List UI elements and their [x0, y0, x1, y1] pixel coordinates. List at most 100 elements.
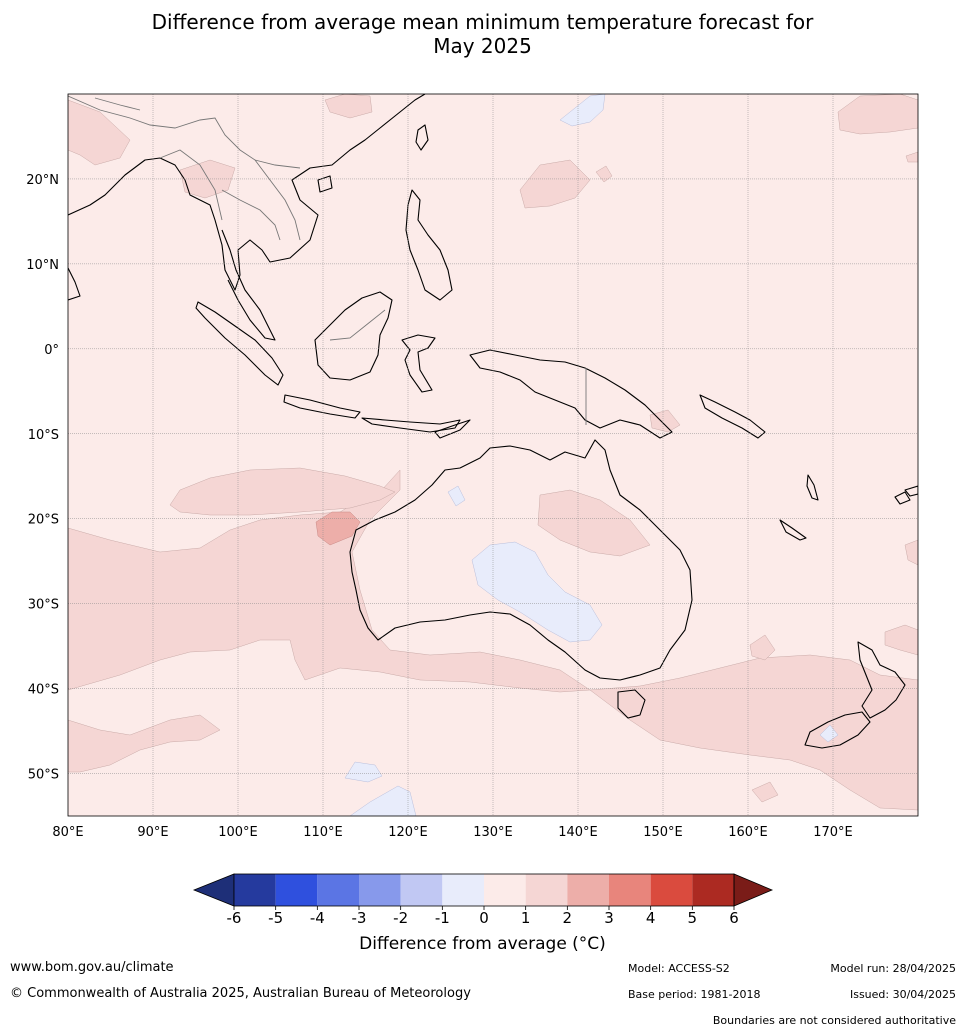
nz-coast-cool: [819, 724, 839, 743]
vanuatu-coastline: [806, 474, 819, 501]
myanmar-border: [159, 149, 223, 221]
latitude-tick-label: 40°S: [28, 683, 59, 698]
latitude-tick-label: 50°S: [28, 768, 59, 783]
southern-ocean-cool-2: [349, 785, 417, 816]
new-guinea-coastline: [469, 349, 673, 439]
central-australia-cool: [471, 541, 603, 643]
colorbar-tick-label: -2: [393, 909, 408, 927]
longitude-tick-label: 140°E: [558, 825, 598, 840]
copyright-text: © Commonwealth of Australia 2025, Austra…: [10, 986, 471, 1001]
colorbar-swatch: [609, 874, 651, 906]
colorbar-tick-label: 4: [646, 909, 656, 927]
australia-coastline: [349, 439, 693, 681]
colorbar-tick-label: -6: [227, 909, 242, 927]
south-china-warm: [68, 99, 131, 166]
coral-sea-warm: [649, 409, 681, 433]
borneo-border: [329, 309, 386, 341]
south-asia-border: [94, 97, 141, 111]
east-nz-warm-patch: [884, 624, 918, 656]
vietnam-border: [254, 159, 301, 241]
western-ocean-warm-core: [315, 511, 361, 546]
southern-ocean-cool: [344, 761, 383, 783]
model-run-text: Model run: 28/04/2025: [830, 962, 956, 975]
anomaly-regions: [68, 94, 918, 816]
east-edge-warm-2: [905, 151, 918, 163]
north-pacific-small-warm: [595, 165, 613, 183]
north-australia-coast-cool: [447, 485, 466, 507]
website-link[interactable]: www.bom.gov.au/climate: [10, 960, 174, 975]
base-period-text: Base period: 1981-2018: [628, 988, 761, 1001]
borders: [68, 95, 587, 425]
longitude-tick-label: 100°E: [218, 825, 258, 840]
north-pacific-cool: [559, 94, 606, 127]
latitude-labels: 20°N 10°N 0° 10°S 20°S 30°S 40°S 50°S: [26, 173, 59, 783]
colorbar-swatch: [400, 874, 443, 906]
colorbar-tick-label: -4: [310, 909, 325, 927]
map-frame: [67, 93, 919, 817]
east-edge-coastline: [904, 485, 918, 497]
far-northeast-warm: [837, 94, 918, 135]
western-indian-ocean-warm-patch: [169, 467, 396, 516]
timor-coastline: [434, 419, 471, 439]
hainan-coastline: [317, 175, 333, 193]
east-asia-warm: [324, 94, 373, 119]
colorbar-swatch: [692, 874, 734, 906]
longitude-tick-label: 150°E: [643, 825, 683, 840]
malay-peninsula-coastline: [221, 229, 276, 341]
fiji-coastline: [894, 491, 911, 505]
philippines-coastline: [405, 189, 453, 301]
far-southwest-warm: [68, 714, 221, 773]
tasman-small-warm: [751, 781, 779, 803]
issued-text: Issued: 30/04/2025: [849, 988, 956, 1001]
india-coastline: [68, 267, 81, 301]
sulawesi-coastline: [401, 334, 436, 393]
coastlines: [68, 94, 918, 749]
disclaimer-text: Boundaries are not considered authoritat…: [712, 1014, 956, 1027]
colorbar-tick-label: 1: [521, 909, 531, 927]
longitude-tick-label: 120°E: [388, 825, 428, 840]
colorbar-under-arrow: [192, 873, 235, 907]
tasmania-coastline: [617, 689, 646, 719]
colorbar-swatch: [234, 874, 276, 906]
colorbar-swatch: [567, 874, 609, 906]
colorbar-tick-label: 5: [688, 909, 698, 927]
colorbar-label: Difference from average (°C): [359, 934, 606, 954]
colorbar-tick-label: -5: [268, 909, 283, 927]
longitude-tick-label: 110°E: [303, 825, 343, 840]
model-text: Model: ACCESS-S2: [628, 962, 730, 975]
southern-indian-ocean-warm: [68, 469, 591, 693]
latitude-tick-label: 0°: [44, 343, 59, 358]
colorbar-swatch: [359, 874, 401, 906]
colorbar-over-arrow: [733, 873, 774, 907]
colorbar-tick-label: 2: [563, 909, 573, 927]
thailand-border: [221, 189, 281, 241]
java-coastline: [283, 394, 361, 419]
latitude-tick-label: 10°N: [26, 258, 59, 273]
longitude-labels: 80°E 90°E 100°E 110°E 120°E 130°E 140°E 150°E 16…: [52, 825, 852, 840]
asia-coastline: [68, 94, 426, 291]
colorbar-tick-label: 6: [729, 909, 739, 927]
nz-south-island-coastline: [804, 711, 871, 749]
latitude-tick-label: 20°N: [26, 173, 59, 188]
colorbar-swatch: [442, 874, 484, 906]
nz-north-island-coastline: [857, 641, 906, 719]
north-pacific-warm: [519, 159, 591, 209]
longitude-tick-label: 160°E: [728, 825, 768, 840]
colorbar-swatch: [650, 874, 693, 906]
gridlines: [68, 94, 918, 816]
longitude-tick-label: 90°E: [137, 825, 168, 840]
map-title: Difference from average mean minimum tem…: [0, 10, 965, 58]
borneo-coastline: [314, 291, 393, 381]
northern-australia-warm: [537, 489, 651, 557]
longitude-tick-label: 130°E: [473, 825, 513, 840]
china-border: [68, 95, 301, 169]
colorbar-tick-label: 3: [604, 909, 614, 927]
colorbar-tick-label: -3: [352, 909, 367, 927]
colorbar-swatch: [484, 874, 526, 906]
colorbar: -6 -5 -4 -3 -2 -1 0 1 2 3 4 5 6: [192, 873, 774, 927]
title-line-1: Difference from average mean minimum tem…: [151, 10, 814, 34]
colorbar-swatch: [317, 874, 359, 906]
new-caledonia-coastline: [779, 519, 807, 541]
longitude-tick-label: 80°E: [52, 825, 83, 840]
